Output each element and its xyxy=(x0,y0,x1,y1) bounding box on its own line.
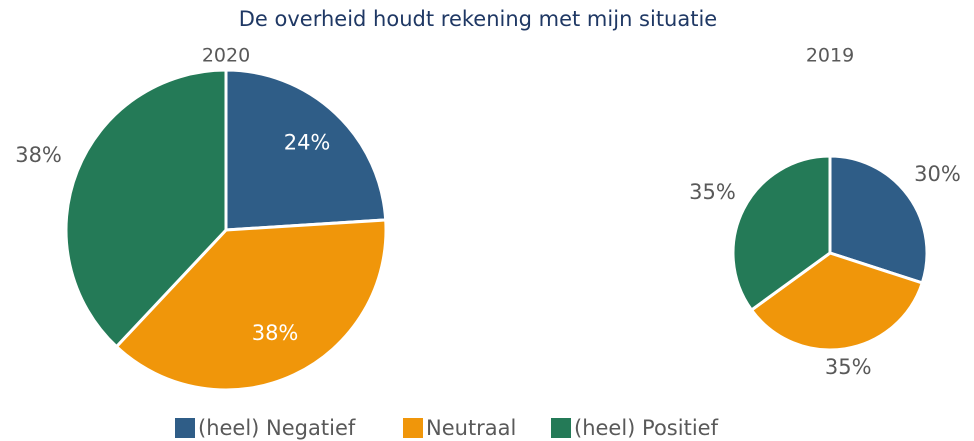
data-label: 35% xyxy=(689,180,736,204)
pie-slice xyxy=(114,218,388,392)
pie-slice xyxy=(828,154,929,285)
pie-slice xyxy=(224,68,388,232)
pie-slice xyxy=(750,251,924,352)
pie-subtitle: 2020 xyxy=(202,45,250,67)
legend-label: (heel) Positief xyxy=(574,416,719,440)
legend-label: (heel) Negatief xyxy=(198,416,356,440)
chart-title: De overheid houdt rekening met mijn situ… xyxy=(239,7,717,31)
pie-slice xyxy=(731,154,832,312)
data-label: 24% xyxy=(284,131,331,155)
legend-label: Neutraal xyxy=(426,416,516,440)
data-label: 38% xyxy=(15,143,62,167)
legend-swatch xyxy=(403,418,423,438)
pie-subtitle: 2019 xyxy=(806,45,854,67)
data-label: 30% xyxy=(914,162,961,186)
pie-slice xyxy=(64,68,228,349)
data-label: 35% xyxy=(825,355,872,379)
data-label: 38% xyxy=(252,321,299,345)
legend-swatch xyxy=(551,418,571,438)
legend-swatch xyxy=(175,418,195,438)
